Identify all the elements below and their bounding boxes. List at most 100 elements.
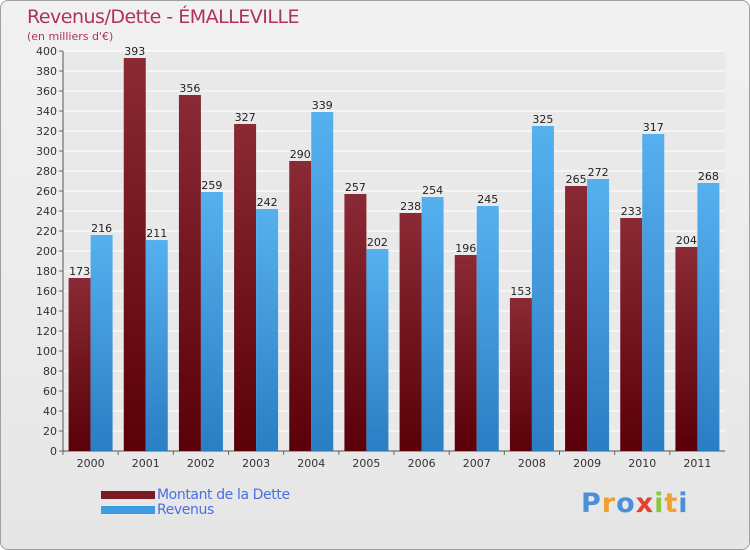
- bar-dette: [123, 58, 146, 451]
- y-tick-label: 80: [43, 365, 57, 378]
- data-label-dette: 204: [676, 234, 697, 247]
- data-label-dette: 153: [510, 285, 531, 298]
- bar-revenus: [366, 249, 389, 451]
- x-tick-label: 2007: [463, 457, 491, 470]
- y-tick-label: 340: [36, 105, 57, 118]
- legend-swatch-dette: [101, 490, 155, 499]
- x-tick-label: 2008: [518, 457, 546, 470]
- bar-dette: [399, 213, 422, 451]
- data-label-revenus: 259: [201, 179, 222, 192]
- x-tick-label: 2006: [408, 457, 436, 470]
- y-tick-label: 100: [36, 345, 57, 358]
- data-label-revenus: 245: [477, 193, 498, 206]
- bar-dette: [68, 278, 91, 451]
- y-tick-label: 60: [43, 385, 57, 398]
- logo-letter: o: [616, 488, 636, 519]
- x-tick-label: 2005: [352, 457, 380, 470]
- logo-letter: P: [581, 488, 602, 519]
- proxiti-logo: Proxiti: [581, 488, 689, 519]
- data-label-dette: 265: [566, 173, 587, 186]
- y-tick-label: 160: [36, 285, 57, 298]
- x-tick-label: 2000: [77, 457, 105, 470]
- data-label-dette: 393: [124, 45, 145, 58]
- y-tick-label: 120: [36, 325, 57, 338]
- x-tick-label: 2001: [132, 457, 160, 470]
- bar-dette: [178, 95, 201, 451]
- data-label-dette: 290: [290, 148, 311, 161]
- bar-dette: [344, 194, 367, 451]
- chart-subtitle: (en milliers d'€): [27, 30, 114, 43]
- bar-dette: [565, 186, 588, 451]
- data-label-revenus: 211: [146, 227, 167, 240]
- y-tick-label: 240: [36, 205, 57, 218]
- data-label-revenus: 254: [422, 184, 443, 197]
- logo-letter: t: [664, 488, 679, 519]
- bar-dette: [454, 255, 477, 451]
- x-tick-label: 2004: [297, 457, 325, 470]
- y-tick-label: 300: [36, 145, 57, 158]
- bar-dette: [289, 161, 312, 451]
- bar-revenus: [476, 206, 499, 451]
- bar-revenus: [90, 235, 113, 451]
- y-tick-label: 20: [43, 425, 57, 438]
- legend-swatch-revenus: [101, 505, 155, 514]
- data-label-dette: 196: [455, 242, 476, 255]
- data-label-revenus: 268: [698, 170, 719, 183]
- bar-revenus: [697, 183, 720, 451]
- data-label-dette: 327: [235, 111, 256, 124]
- bar-dette: [675, 247, 698, 451]
- data-label-dette: 238: [400, 200, 421, 213]
- x-tick-label: 2002: [187, 457, 215, 470]
- y-tick-label: 320: [36, 125, 57, 138]
- x-tick-label: 2009: [573, 457, 601, 470]
- data-label-revenus: 242: [257, 196, 278, 209]
- y-tick-label: 260: [36, 185, 57, 198]
- data-label-dette: 233: [621, 205, 642, 218]
- legend: Montant de la Dette Revenus: [101, 486, 290, 518]
- y-tick-label: 380: [36, 65, 57, 78]
- bar-revenus: [200, 192, 223, 451]
- y-tick-label: 280: [36, 165, 57, 178]
- logo-letter: x: [635, 488, 655, 519]
- data-label-revenus: 339: [312, 99, 333, 112]
- data-label-revenus: 202: [367, 236, 388, 249]
- bar-revenus: [587, 179, 610, 451]
- bar-revenus: [256, 209, 279, 451]
- y-tick-label: 360: [36, 85, 57, 98]
- bar-dette: [234, 124, 257, 451]
- logo-letter: r: [601, 488, 617, 519]
- y-tick-label: 180: [36, 265, 57, 278]
- bar-dette: [509, 298, 532, 451]
- y-tick-label: 200: [36, 245, 57, 258]
- bar-revenus: [145, 240, 168, 451]
- legend-item-revenus: Revenus: [101, 501, 290, 518]
- chart-title: Revenus/Dette - ÉMALLEVILLE: [27, 6, 300, 28]
- y-tick-label: 40: [43, 405, 57, 418]
- x-tick-label: 2010: [628, 457, 656, 470]
- y-tick-label: 0: [50, 445, 57, 458]
- bar-revenus: [531, 126, 554, 451]
- data-label-dette: 356: [179, 82, 200, 95]
- y-tick-label: 400: [36, 45, 57, 58]
- bar-revenus: [311, 112, 334, 451]
- y-tick-label: 220: [36, 225, 57, 238]
- data-label-revenus: 272: [588, 166, 609, 179]
- legend-label-revenus: Revenus: [157, 501, 214, 518]
- data-label-revenus: 317: [643, 121, 664, 134]
- data-label-revenus: 325: [532, 113, 553, 126]
- logo-letter: i: [678, 488, 689, 519]
- bar-revenus: [642, 134, 665, 451]
- legend-item-dette: Montant de la Dette: [101, 486, 290, 503]
- data-label-dette: 173: [69, 265, 90, 278]
- x-tick-label: 2003: [242, 457, 270, 470]
- bar-dette: [620, 218, 643, 451]
- y-tick-label: 140: [36, 305, 57, 318]
- data-label-dette: 257: [345, 181, 366, 194]
- data-label-revenus: 216: [91, 222, 112, 235]
- logo-letter: i: [654, 488, 665, 519]
- x-tick-label: 2011: [683, 457, 711, 470]
- bar-revenus: [421, 197, 444, 451]
- legend-label-dette: Montant de la Dette: [157, 486, 290, 503]
